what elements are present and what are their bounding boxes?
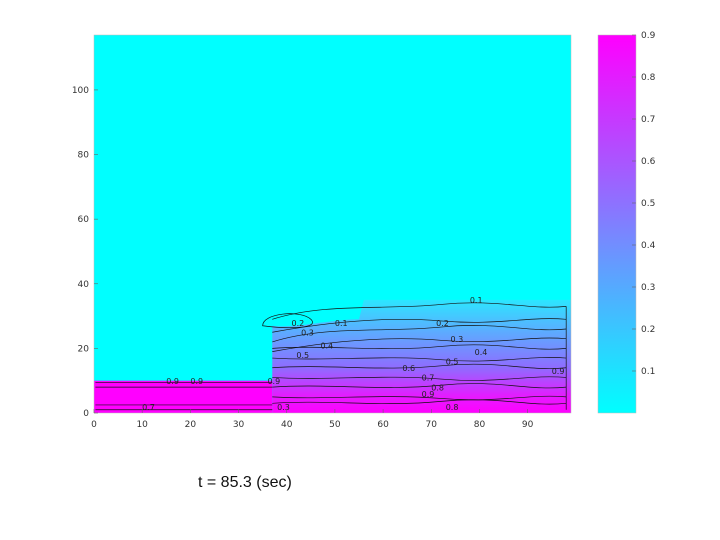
contour-line-3 (272, 337, 567, 352)
x-tick-label-7: 70 (426, 420, 438, 430)
contour-line-0 (272, 302, 567, 320)
colorbar-gradient (597, 34, 637, 414)
x-tick-label-4: 40 (281, 420, 293, 430)
contour-line-9 (272, 395, 567, 401)
contour-label-12: 0.8 (431, 383, 444, 392)
y-tick-label-4: 80 (78, 151, 90, 161)
contour-label-13: 0.9 (422, 390, 435, 399)
plot-area: 0.10.10.2 0.20.30.30.40.40.50.50.60.70.80… (93, 34, 572, 414)
contour-line-7 (272, 376, 567, 381)
contour-label-15: 0.9 (190, 377, 203, 386)
colorbar-tick-label-1: 0.2 (641, 325, 655, 335)
contour-label-16: 0.9 (166, 377, 179, 386)
step-block-region-0 (94, 380, 273, 413)
x-tick-label-0: 0 (91, 420, 97, 430)
contour-label-14: 0.9 (552, 367, 565, 376)
colorbar-tick-label-8: 0.9 (641, 31, 656, 41)
contour-labels: 0.10.10.2 0.20.30.30.40.40.50.50.60.70.80… (142, 296, 564, 412)
y-tick-label-0: 0 (83, 409, 89, 419)
contour-line-4 (272, 344, 567, 350)
contour-bump (262, 313, 313, 329)
contour-line-6 (272, 363, 567, 369)
colorbar-tick-label-5: 0.6 (641, 157, 656, 167)
x-tick-label-1: 10 (136, 420, 148, 430)
contour-label-7: 0.4 (475, 348, 488, 357)
contour-label-10: 0.6 (402, 364, 415, 373)
plot-frame (93, 34, 572, 414)
x-tick-label-5: 50 (329, 420, 341, 430)
contour-label-19: 0.3 (277, 403, 290, 412)
x-tick-label-2: 20 (185, 420, 197, 430)
contour-label-3: 0.2 (436, 319, 449, 328)
contour-label-18: 0.7 (142, 403, 155, 412)
colorbar: 0.1 0.2 0.3 0.4 0.5 0.6 0.7 0.8 0.9 (597, 31, 656, 414)
contour-label-5: 0.3 (451, 335, 464, 344)
contour-line-1 (272, 318, 567, 333)
y-tick-label-1: 20 (78, 344, 90, 354)
x-tick-label-3: 30 (233, 420, 245, 430)
contour-label-8: 0.5 (296, 351, 309, 360)
contour-label-20: 0.8 (446, 403, 459, 412)
contour-label-0: 0.1 (470, 296, 483, 305)
gradient-region-1 (272, 299, 571, 413)
colorbar-tick-label-4: 0.5 (641, 199, 655, 209)
contour-label-9: 0.5 (446, 358, 459, 367)
y-tick-label-3: 60 (78, 215, 90, 225)
colorbar-tick-label-2: 0.3 (641, 283, 655, 293)
colorbar-tick-label-6: 0.7 (641, 115, 655, 125)
y-tick-label-2: 40 (78, 280, 90, 290)
contour-line-2 (272, 325, 567, 343)
contour-lines (95, 302, 567, 411)
contour-line-10 (272, 399, 567, 405)
colorbar-tick-label-7: 0.8 (641, 73, 656, 83)
y-tick-label-5: 100 (72, 86, 89, 96)
contour-label-2: 0.2 (292, 319, 305, 328)
x-axis-ticks: 0 10 20 30 40 50 60 70 80 90 (91, 409, 534, 430)
x-tick-label-9: 90 (522, 420, 534, 430)
contour-label-11: 0.7 (422, 374, 435, 383)
contour-label-6: 0.4 (320, 341, 333, 350)
contour-label-4: 0.3 (301, 328, 314, 337)
x-tick-label-6: 60 (377, 420, 389, 430)
time-caption: t = 85.3 (sec) (198, 474, 292, 491)
colorbar-tick-label-0: 0.1 (641, 367, 655, 377)
contour-label-1: 0.1 (335, 319, 348, 328)
x-tick-label-8: 80 (474, 420, 486, 430)
colorbar-ticks: 0.1 0.2 0.3 0.4 0.5 0.6 0.7 0.8 0.9 (632, 31, 656, 377)
y-axis-ticks: 0 20 40 60 80 100 (72, 86, 98, 419)
contour-line-5 (272, 357, 567, 362)
colorbar-tick-label-3: 0.4 (641, 241, 656, 251)
field-regions (94, 299, 571, 413)
contour-line-8 (272, 383, 567, 389)
contour-label-17: 0.9 (267, 377, 280, 386)
